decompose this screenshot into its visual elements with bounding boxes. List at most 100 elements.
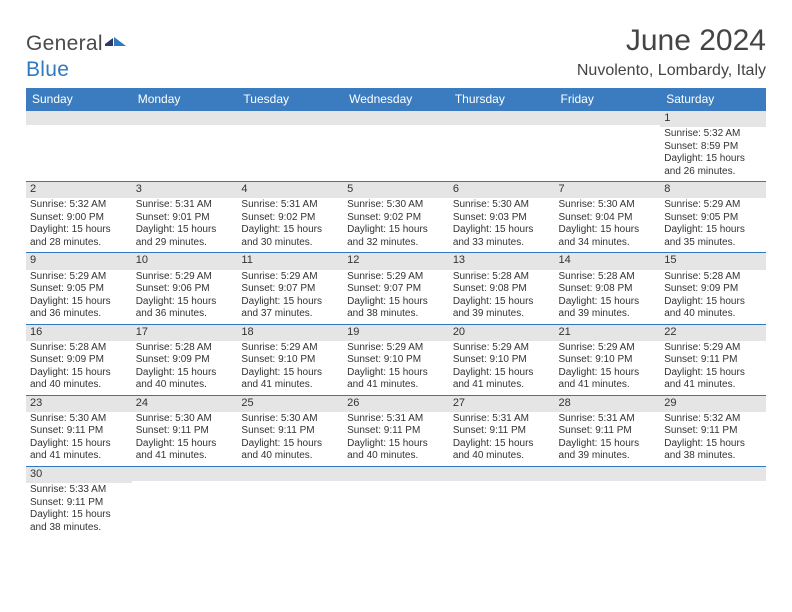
calendar-day: 25Sunrise: 5:30 AMSunset: 9:11 PMDayligh… (237, 395, 343, 466)
calendar-week: 16Sunrise: 5:28 AMSunset: 9:09 PMDayligh… (26, 324, 766, 395)
calendar-day: 1Sunrise: 5:32 AMSunset: 8:59 PMDaylight… (660, 111, 766, 182)
day-number: 23 (26, 396, 132, 412)
day-details: Sunrise: 5:28 AMSunset: 9:08 PMDaylight:… (449, 270, 555, 324)
calendar-day: 20Sunrise: 5:29 AMSunset: 9:10 PMDayligh… (449, 324, 555, 395)
day-details: Sunrise: 5:28 AMSunset: 9:09 PMDaylight:… (660, 270, 766, 324)
calendar-day: 21Sunrise: 5:29 AMSunset: 9:10 PMDayligh… (555, 324, 661, 395)
weekday-header: Saturday (660, 88, 766, 111)
calendar-day: 8Sunrise: 5:29 AMSunset: 9:05 PMDaylight… (660, 182, 766, 253)
day-number (343, 467, 449, 481)
calendar-day: 22Sunrise: 5:29 AMSunset: 9:11 PMDayligh… (660, 324, 766, 395)
weekday-header: Wednesday (343, 88, 449, 111)
brand-part1: General (26, 32, 103, 55)
weekday-header: Sunday (26, 88, 132, 111)
day-details: Sunrise: 5:30 AMSunset: 9:04 PMDaylight:… (555, 198, 661, 252)
day-number: 29 (660, 396, 766, 412)
calendar-day: 3Sunrise: 5:31 AMSunset: 9:01 PMDaylight… (132, 182, 238, 253)
calendar-day-empty (237, 466, 343, 537)
day-number: 30 (26, 467, 132, 483)
day-number (132, 111, 238, 125)
day-details: Sunrise: 5:30 AMSunset: 9:03 PMDaylight:… (449, 198, 555, 252)
day-number: 24 (132, 396, 238, 412)
day-details: Sunrise: 5:33 AMSunset: 9:11 PMDaylight:… (26, 483, 132, 537)
calendar-table: SundayMondayTuesdayWednesdayThursdayFrid… (26, 88, 766, 537)
day-details: Sunrise: 5:30 AMSunset: 9:02 PMDaylight:… (343, 198, 449, 252)
page-header: General Blue June 2024 Nuvolento, Lombard… (26, 24, 766, 82)
calendar-day: 28Sunrise: 5:31 AMSunset: 9:11 PMDayligh… (555, 395, 661, 466)
day-number (660, 467, 766, 481)
day-details: Sunrise: 5:29 AMSunset: 9:07 PMDaylight:… (343, 270, 449, 324)
day-details: Sunrise: 5:29 AMSunset: 9:10 PMDaylight:… (449, 341, 555, 395)
calendar-day-empty (26, 111, 132, 182)
day-details: Sunrise: 5:28 AMSunset: 9:09 PMDaylight:… (26, 341, 132, 395)
page: General Blue June 2024 Nuvolento, Lombard… (0, 0, 792, 537)
day-details: Sunrise: 5:30 AMSunset: 9:11 PMDaylight:… (26, 412, 132, 466)
weekday-header: Friday (555, 88, 661, 111)
calendar-week: 23Sunrise: 5:30 AMSunset: 9:11 PMDayligh… (26, 395, 766, 466)
day-number: 27 (449, 396, 555, 412)
day-number: 20 (449, 325, 555, 341)
day-details: Sunrise: 5:29 AMSunset: 9:05 PMDaylight:… (26, 270, 132, 324)
day-number: 25 (237, 396, 343, 412)
day-details: Sunrise: 5:31 AMSunset: 9:11 PMDaylight:… (343, 412, 449, 466)
day-number: 17 (132, 325, 238, 341)
day-number: 15 (660, 253, 766, 269)
weekday-header: Monday (132, 88, 238, 111)
day-details: Sunrise: 5:29 AMSunset: 9:05 PMDaylight:… (660, 198, 766, 252)
day-number (237, 467, 343, 481)
day-number: 11 (237, 253, 343, 269)
calendar-day: 9Sunrise: 5:29 AMSunset: 9:05 PMDaylight… (26, 253, 132, 324)
calendar-day: 7Sunrise: 5:30 AMSunset: 9:04 PMDaylight… (555, 182, 661, 253)
day-details: Sunrise: 5:29 AMSunset: 9:10 PMDaylight:… (237, 341, 343, 395)
flag-icon (105, 32, 127, 56)
calendar-head: SundayMondayTuesdayWednesdayThursdayFrid… (26, 88, 766, 111)
day-number (555, 111, 661, 125)
header-right: June 2024 Nuvolento, Lombardy, Italy (577, 24, 766, 80)
brand-logo: General Blue (26, 32, 127, 82)
day-number: 8 (660, 182, 766, 198)
day-details: Sunrise: 5:31 AMSunset: 9:11 PMDaylight:… (449, 412, 555, 466)
brand-part2: Blue (26, 58, 69, 81)
day-details: Sunrise: 5:30 AMSunset: 9:11 PMDaylight:… (132, 412, 238, 466)
calendar-week: 30Sunrise: 5:33 AMSunset: 9:11 PMDayligh… (26, 466, 766, 537)
calendar-day: 14Sunrise: 5:28 AMSunset: 9:08 PMDayligh… (555, 253, 661, 324)
day-details: Sunrise: 5:28 AMSunset: 9:09 PMDaylight:… (132, 341, 238, 395)
day-number: 2 (26, 182, 132, 198)
day-number: 16 (26, 325, 132, 341)
day-number (237, 111, 343, 125)
weekday-header: Tuesday (237, 88, 343, 111)
day-details: Sunrise: 5:32 AMSunset: 9:00 PMDaylight:… (26, 198, 132, 252)
day-number: 7 (555, 182, 661, 198)
calendar-day-empty (660, 466, 766, 537)
calendar-day-empty (237, 111, 343, 182)
day-details: Sunrise: 5:29 AMSunset: 9:10 PMDaylight:… (555, 341, 661, 395)
day-number: 21 (555, 325, 661, 341)
day-number: 26 (343, 396, 449, 412)
day-details: Sunrise: 5:32 AMSunset: 8:59 PMDaylight:… (660, 127, 766, 181)
day-details: Sunrise: 5:32 AMSunset: 9:11 PMDaylight:… (660, 412, 766, 466)
day-number: 6 (449, 182, 555, 198)
day-number: 5 (343, 182, 449, 198)
calendar-day-empty (555, 466, 661, 537)
calendar-day: 17Sunrise: 5:28 AMSunset: 9:09 PMDayligh… (132, 324, 238, 395)
calendar-day-empty (555, 111, 661, 182)
page-subtitle: Nuvolento, Lombardy, Italy (577, 62, 766, 80)
day-number: 28 (555, 396, 661, 412)
calendar-week: 9Sunrise: 5:29 AMSunset: 9:05 PMDaylight… (26, 253, 766, 324)
day-details: Sunrise: 5:29 AMSunset: 9:11 PMDaylight:… (660, 341, 766, 395)
day-details: Sunrise: 5:31 AMSunset: 9:02 PMDaylight:… (237, 198, 343, 252)
day-number (343, 111, 449, 125)
calendar-day: 11Sunrise: 5:29 AMSunset: 9:07 PMDayligh… (237, 253, 343, 324)
day-number: 12 (343, 253, 449, 269)
calendar-day: 2Sunrise: 5:32 AMSunset: 9:00 PMDaylight… (26, 182, 132, 253)
day-number: 1 (660, 111, 766, 127)
day-number (449, 111, 555, 125)
day-details: Sunrise: 5:30 AMSunset: 9:11 PMDaylight:… (237, 412, 343, 466)
brand-text: General Blue (26, 32, 127, 82)
calendar-week: 2Sunrise: 5:32 AMSunset: 9:00 PMDaylight… (26, 182, 766, 253)
calendar-day: 30Sunrise: 5:33 AMSunset: 9:11 PMDayligh… (26, 466, 132, 537)
weekday-header: Thursday (449, 88, 555, 111)
day-details: Sunrise: 5:31 AMSunset: 9:01 PMDaylight:… (132, 198, 238, 252)
calendar-day: 5Sunrise: 5:30 AMSunset: 9:02 PMDaylight… (343, 182, 449, 253)
day-details: Sunrise: 5:29 AMSunset: 9:10 PMDaylight:… (343, 341, 449, 395)
